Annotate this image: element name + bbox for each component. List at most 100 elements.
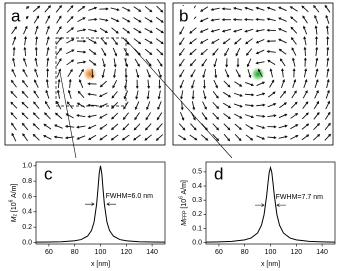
arrow — [23, 25, 28, 35]
arrow — [267, 59, 276, 66]
arrow — [266, 28, 276, 32]
arrow — [292, 57, 296, 67]
arrow — [325, 25, 329, 35]
arrow — [211, 38, 220, 44]
arrow — [99, 18, 109, 22]
arrow — [303, 36, 307, 46]
arrow — [10, 79, 17, 88]
arrow — [279, 90, 287, 99]
arrow — [289, 6, 298, 12]
arrow — [32, 5, 41, 13]
arrow — [223, 133, 231, 142]
arrow — [156, 112, 163, 121]
panel-label: a — [11, 6, 21, 25]
arrow — [324, 111, 331, 120]
arrow — [199, 38, 209, 44]
arrow — [191, 90, 195, 100]
arrow — [112, 47, 118, 57]
arrow — [292, 79, 297, 89]
arrow — [313, 5, 320, 13]
arrow — [255, 49, 265, 55]
arrow — [202, 69, 206, 79]
y-label-unit: A/m] — [11, 184, 18, 200]
arrow — [122, 17, 131, 23]
arrow — [234, 81, 243, 87]
arrow — [314, 68, 319, 78]
arrow — [99, 134, 108, 141]
arrow — [87, 114, 97, 118]
arrow — [67, 89, 72, 99]
y-tick-label: 0.4 — [22, 209, 32, 216]
arrow — [269, 79, 275, 88]
arrow — [202, 90, 207, 100]
arrow — [144, 48, 153, 56]
arrow — [256, 124, 266, 129]
x-axis-label: x [nm] — [91, 261, 110, 268]
arrow — [314, 79, 319, 89]
arrow — [179, 37, 185, 46]
connector — [59, 71, 77, 159]
arrow — [157, 101, 162, 111]
arrow — [223, 123, 231, 131]
arrow — [199, 17, 209, 23]
arrow — [33, 90, 40, 99]
y-label-exponent: 6 — [179, 196, 185, 199]
arrow — [303, 68, 308, 78]
arrow — [56, 68, 62, 78]
arrow — [233, 6, 243, 11]
arrow — [157, 90, 161, 100]
arrow — [266, 50, 276, 53]
arrow — [178, 123, 186, 131]
arrow — [12, 57, 16, 67]
x-tick-label: 140 — [316, 249, 328, 256]
arrow — [144, 17, 153, 23]
fwhm-arrow — [106, 202, 116, 206]
arrow — [156, 58, 163, 67]
arrow — [76, 39, 87, 43]
arrow — [34, 25, 39, 35]
arrow — [232, 18, 243, 22]
arrow — [236, 58, 240, 68]
plot-frame — [35, 161, 166, 245]
arrow — [122, 6, 131, 12]
arrow — [21, 101, 29, 109]
arrow — [146, 101, 151, 111]
arrow — [45, 15, 51, 24]
arrow — [10, 112, 18, 120]
arrow — [212, 48, 219, 56]
arrow — [155, 27, 164, 34]
arrow — [66, 101, 73, 109]
arrow — [101, 69, 105, 79]
arrow — [56, 89, 60, 99]
arrow — [110, 123, 119, 131]
arrow — [302, 101, 309, 109]
arrow — [278, 124, 288, 129]
arrow — [302, 90, 308, 99]
arrow — [223, 80, 231, 88]
arrow — [222, 38, 231, 45]
arrow — [46, 57, 50, 67]
arrow — [134, 101, 140, 111]
arrow — [53, 135, 64, 139]
arrow — [23, 46, 27, 57]
arrow — [66, 27, 75, 34]
arrow — [157, 69, 162, 79]
arrow — [64, 136, 75, 140]
arrow — [266, 39, 276, 43]
arrow — [201, 58, 208, 67]
arrow — [255, 61, 265, 65]
arrow — [155, 38, 164, 45]
arrow — [66, 49, 75, 55]
arrow — [22, 68, 28, 78]
arrow — [267, 136, 277, 140]
arrow — [76, 102, 86, 108]
arrow — [10, 90, 18, 98]
arrow — [88, 29, 98, 33]
arrow — [290, 16, 298, 23]
arrow — [278, 6, 287, 12]
arrow — [279, 58, 286, 67]
arrow — [91, 68, 95, 79]
arrow — [11, 132, 17, 142]
y-axis-label: MFFP [106 A/m] — [179, 180, 189, 226]
arrow — [267, 125, 277, 129]
